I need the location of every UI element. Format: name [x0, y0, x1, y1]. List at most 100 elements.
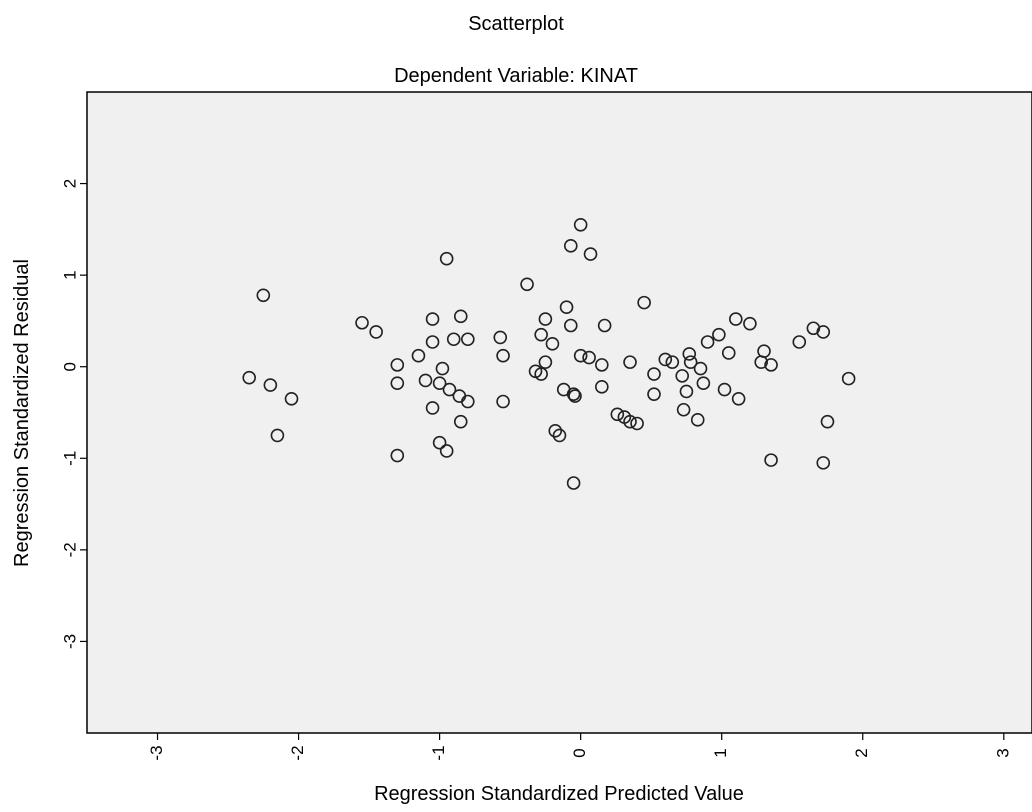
scatter-points [242, 217, 856, 490]
scatter-point [820, 414, 835, 429]
x-axis-label: Regression Standardized Predicted Value [374, 783, 744, 805]
scatter-point [712, 327, 726, 342]
scatter-point [568, 389, 582, 403]
scatter-point [743, 316, 757, 331]
scatter-point [559, 300, 574, 314]
scatter-point [764, 358, 778, 372]
x-tick-label: -3 [147, 745, 166, 760]
scatter-point [418, 373, 433, 388]
scatter-point [461, 394, 475, 409]
scatter-point [816, 325, 831, 339]
scatter-point [284, 391, 299, 406]
scatter-point [446, 332, 461, 347]
x-tick-label: 3 [993, 748, 1012, 757]
scatter-point [432, 435, 447, 450]
scatter-point [369, 325, 383, 339]
x-axis-ticks: -3 -2 -1 0 1 2 3 [147, 733, 1012, 761]
scatter-point [721, 346, 736, 360]
scatter-point [534, 327, 548, 342]
scatter-point [263, 378, 278, 392]
scatter-point [717, 382, 732, 397]
scatter-point [425, 335, 440, 349]
scatter-point [595, 380, 609, 394]
scatter-point [453, 414, 468, 429]
scatter-point [696, 376, 711, 390]
scatter-point [461, 332, 475, 347]
x-tick-label: 2 [852, 748, 871, 757]
x-tick-label: -1 [429, 745, 448, 760]
scatter-point [548, 424, 563, 438]
scatter-point [425, 312, 440, 326]
y-tick-label: 2 [60, 179, 79, 188]
scatter-point [538, 355, 553, 369]
scatter-point [566, 476, 581, 490]
scatter-point [390, 448, 405, 463]
scatter-point [566, 387, 581, 401]
scatter-point [432, 376, 447, 390]
scatter-point [270, 428, 285, 443]
scatter-point [792, 335, 807, 349]
scatter-point [665, 355, 680, 369]
scatter-point [439, 251, 454, 266]
scatter-point [693, 361, 708, 376]
scatter-point [816, 456, 831, 470]
scatter-point [552, 428, 567, 443]
scatter-point [754, 355, 768, 369]
scatter-point [453, 309, 468, 324]
scatter-point [411, 348, 426, 363]
scatter-point [425, 401, 440, 415]
scatter-point [647, 367, 661, 381]
scatter-point [545, 337, 560, 351]
scatter-point [679, 384, 694, 399]
y-tick-label: -3 [60, 634, 79, 649]
scatter-point [496, 394, 510, 409]
scatter-point [637, 295, 651, 310]
scatter-point [630, 416, 644, 431]
scatter-point [563, 318, 578, 333]
scatter-point [683, 355, 698, 369]
scatter-point [729, 312, 743, 326]
scatter-point [439, 444, 454, 458]
y-tick-label: 1 [60, 270, 79, 279]
scatter-point [731, 391, 746, 406]
scatter-point [390, 358, 405, 372]
scatter-point [595, 358, 609, 372]
scatter-point [610, 407, 625, 422]
scatter-point [583, 247, 598, 261]
scatter-point [841, 371, 856, 386]
scatter-point [496, 348, 510, 363]
scatter-point [563, 239, 578, 253]
scatter-point [682, 347, 697, 361]
scatter-point [538, 312, 553, 326]
scatter-point [534, 367, 548, 381]
scatter-point [355, 315, 369, 330]
scatter-point [390, 376, 405, 390]
chart-title: Scatterplot [468, 13, 564, 35]
scatter-point [493, 330, 508, 345]
y-tick-label: -2 [60, 542, 79, 557]
y-tick-label: -1 [60, 451, 79, 466]
x-tick-label: 1 [711, 748, 730, 757]
scatter-point [256, 288, 271, 303]
scatter-point [675, 369, 690, 383]
chart-subtitle: Dependent Variable: KINAT [394, 65, 638, 87]
y-axis-label: Regression Standardized Residual [11, 259, 33, 567]
scatter-point [573, 217, 588, 232]
y-axis-ticks: -3 -2 -1 0 1 2 [60, 179, 87, 649]
plot-area [86, 91, 1032, 734]
x-tick-label: -2 [288, 745, 307, 760]
scatter-point [690, 413, 705, 427]
x-tick-label: 0 [570, 748, 589, 757]
scatter-point [582, 350, 596, 365]
scatter-point [623, 414, 637, 429]
y-tick-label: 0 [60, 362, 79, 371]
scatter-point [647, 387, 661, 401]
scatter-point [435, 361, 450, 376]
scatter-point [676, 402, 691, 417]
scatter-point [658, 352, 673, 367]
scatter-point [623, 355, 637, 369]
scatter-point [764, 453, 778, 467]
scatter-point [597, 318, 612, 333]
scatter-point [700, 335, 715, 349]
